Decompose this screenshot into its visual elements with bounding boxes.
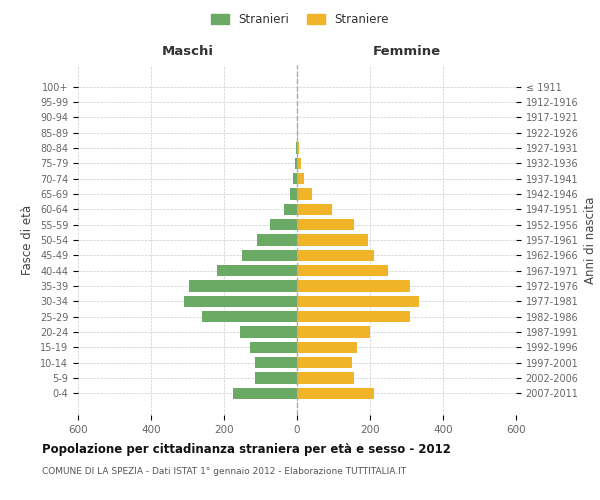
Bar [297, 372, 353, 384]
Bar [297, 357, 352, 368]
Bar [255, 357, 297, 368]
Bar [257, 234, 297, 246]
Bar [297, 173, 304, 184]
Bar [297, 280, 410, 292]
Legend: Stranieri, Straniere: Stranieri, Straniere [206, 8, 394, 31]
Bar [297, 265, 388, 276]
Bar [284, 204, 297, 215]
Bar [297, 311, 410, 322]
Y-axis label: Anni di nascita: Anni di nascita [584, 196, 597, 284]
Bar [295, 158, 297, 169]
Bar [233, 388, 297, 399]
Bar [250, 342, 297, 353]
Text: Popolazione per cittadinanza straniera per età e sesso - 2012: Popolazione per cittadinanza straniera p… [42, 442, 451, 456]
Bar [296, 142, 297, 154]
Bar [297, 296, 419, 307]
Bar [269, 219, 297, 230]
Bar [293, 173, 297, 184]
Text: COMUNE DI LA SPEZIA - Dati ISTAT 1° gennaio 2012 - Elaborazione TUTTITALIA.IT: COMUNE DI LA SPEZIA - Dati ISTAT 1° genn… [42, 468, 406, 476]
Bar [297, 234, 368, 246]
Bar [297, 127, 298, 138]
Bar [190, 280, 297, 292]
Bar [297, 142, 299, 154]
Text: Femmine: Femmine [373, 45, 440, 58]
Bar [202, 311, 297, 322]
Bar [217, 265, 297, 276]
Text: Maschi: Maschi [161, 45, 214, 58]
Bar [255, 372, 297, 384]
Bar [297, 326, 370, 338]
Bar [297, 342, 357, 353]
Bar [297, 250, 374, 261]
Bar [297, 219, 353, 230]
Bar [297, 204, 332, 215]
Bar [297, 388, 374, 399]
Bar [184, 296, 297, 307]
Bar [242, 250, 297, 261]
Bar [290, 188, 297, 200]
Bar [297, 158, 301, 169]
Y-axis label: Fasce di età: Fasce di età [22, 205, 34, 275]
Bar [297, 188, 311, 200]
Bar [241, 326, 297, 338]
